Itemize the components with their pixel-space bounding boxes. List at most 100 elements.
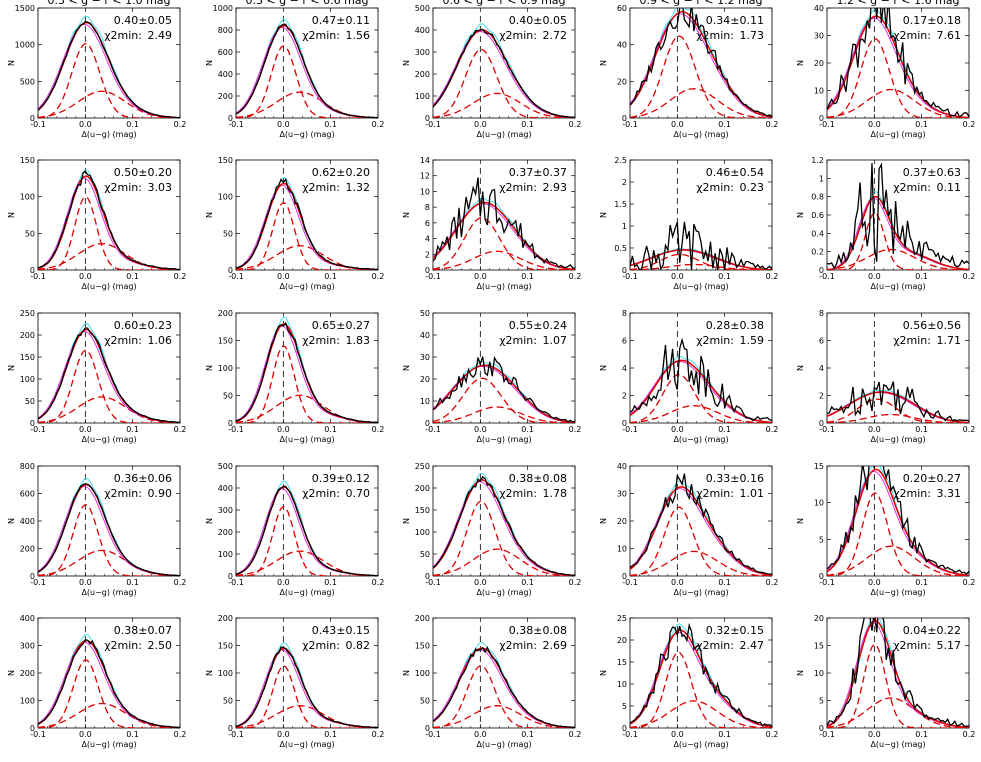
- x-tick-label: -0.1: [819, 578, 835, 587]
- component-curve-narrow: [630, 35, 772, 118]
- x-tick-label: 0.1: [915, 425, 928, 434]
- component-curve-broad: [827, 413, 969, 423]
- y-tick-label: 30: [617, 490, 627, 499]
- chi2-value: 1.78: [543, 487, 568, 500]
- chi2-value: 1.59: [740, 334, 765, 347]
- x-tick-label: 0.2: [963, 272, 976, 281]
- y-tick-label: 40: [617, 41, 627, 50]
- x-tick-label: 0.2: [174, 730, 187, 739]
- y-tick-label: 6: [425, 219, 430, 228]
- x-tick-label: 0.2: [963, 425, 976, 434]
- x-axis-title: Δ(u−g) (mag): [279, 435, 334, 444]
- y-tick-label: 300: [20, 642, 35, 651]
- component-curve-broad: [38, 549, 180, 576]
- component-curve-narrow: [236, 201, 378, 270]
- y-tick-label: 0: [425, 266, 430, 275]
- fit-value-annotation: 0.32±0.15: [706, 624, 764, 637]
- y-tick-label: 0: [622, 724, 627, 733]
- cyan-model-curve: [236, 642, 378, 728]
- chi2-value: 5.17: [937, 639, 962, 652]
- x-tick-label: 0.2: [372, 120, 385, 129]
- y-tick-label: 30: [814, 32, 824, 41]
- x-tick-label: 0.2: [174, 272, 187, 281]
- y-tick-label: 2: [425, 250, 430, 259]
- y-tick-label: 0: [819, 419, 824, 428]
- x-tick-label: -0.1: [30, 425, 46, 434]
- panel-r4-c0: -0.1 0.0 0.1 0.2 0 100 200 300 400 Δ(u−g) (mag) N 0…: [7, 614, 186, 749]
- observed-histogram: [827, 162, 969, 270]
- panel-curves: [433, 168, 575, 270]
- panel-r1-c2: -0.1 0.0 0.1 0.2 0 2 4 6 8 10 12 14 Δ(u−g) (mag) N 0.3…: [402, 156, 581, 291]
- x-axis-title: Δ(u−g) (mag): [870, 435, 925, 444]
- y-tick-label: 0: [425, 724, 430, 733]
- component-curve-narrow: [630, 373, 772, 423]
- x-tick-label: 0.1: [324, 272, 337, 281]
- y-tick-label: 0: [622, 114, 627, 123]
- y-tick-label: 0: [30, 114, 35, 123]
- y-tick-label: 15: [814, 462, 824, 471]
- x-axis-title: Δ(u−g) (mag): [279, 282, 334, 291]
- panel-frame: [432, 465, 576, 577]
- chi2-value: 1.56: [346, 29, 371, 42]
- component-curve-broad: [630, 263, 772, 270]
- chi2-label: χ2min:: [302, 334, 340, 347]
- x-axis-title: Δ(u−g) (mag): [81, 588, 136, 597]
- x-tick-label: 0.2: [372, 272, 385, 281]
- x-tick-label: 0.0: [277, 425, 290, 434]
- component-curve-broad: [38, 396, 180, 423]
- component-curve-narrow: [433, 500, 575, 576]
- x-axis-title: Δ(u−g) (mag): [279, 130, 334, 139]
- y-axis-title: N: [7, 365, 16, 371]
- y-tick-label: 0: [425, 419, 430, 428]
- column-header-2: 0.6 < g − r < 0.9 mag: [442, 0, 565, 7]
- y-tick-label: 500: [218, 462, 233, 471]
- chi2-label: χ2min:: [104, 29, 142, 42]
- component-curve-narrow: [433, 217, 575, 270]
- column-headers: 0.3 < g − r < 1.0 mag 0.3 < g − r < 0.6 m…: [47, 0, 959, 7]
- panel-r4-c4: -0.1 0.0 0.1 0.2 0 5 10 15 20 Δ(u−g) (mag) N 0.04±0…: [796, 614, 975, 749]
- chi2-label: χ2min:: [893, 487, 931, 500]
- y-tick-label: 50: [25, 229, 35, 238]
- y-tick-label: 0: [228, 419, 233, 428]
- x-tick-label: -0.1: [819, 272, 835, 281]
- y-tick-label: 150: [20, 353, 35, 362]
- chi2-value: 1.01: [740, 487, 765, 500]
- y-tick-label: 400: [415, 26, 430, 35]
- y-tick-label: 10: [617, 545, 627, 554]
- x-tick-label: 0.0: [474, 272, 487, 281]
- x-tick-label: -0.1: [228, 730, 244, 739]
- fit-value-annotation: 0.50±0.20: [114, 166, 172, 179]
- chi2-value: 2.50: [148, 639, 173, 652]
- total-model-curve: [38, 639, 180, 728]
- y-tick-label: 0: [30, 572, 35, 581]
- component-curve-broad: [433, 705, 575, 728]
- chi2-label: χ2min:: [104, 181, 142, 194]
- component-curve-narrow: [236, 505, 378, 576]
- observed-histogram: [236, 485, 378, 576]
- y-axis-title: N: [599, 212, 608, 218]
- y-tick-label: 0.6: [811, 211, 824, 220]
- y-tick-label: 50: [223, 392, 233, 401]
- y-tick-label: 150: [218, 337, 233, 346]
- panel-curves: [630, 473, 772, 576]
- panel-frame: [235, 7, 379, 119]
- y-axis-title: N: [205, 518, 214, 524]
- component-curve-narrow: [630, 651, 772, 728]
- x-axis-title: Δ(u−g) (mag): [673, 740, 728, 749]
- panel-r0-c4: -0.1 0.0 0.1 0.2 0 10 20 30 40 Δ(u−g) (mag) N 0.17±…: [796, 4, 975, 139]
- y-tick-label: 6: [819, 337, 824, 346]
- panel-curves: [433, 16, 575, 118]
- fit-value-annotation: 0.34±0.11: [706, 14, 764, 27]
- y-tick-label: 200: [218, 309, 233, 318]
- y-axis-title: N: [599, 60, 608, 66]
- fit-value-annotation: 0.37±0.37: [509, 166, 567, 179]
- x-tick-label: 0.2: [766, 272, 779, 281]
- y-tick-label: 1: [819, 174, 824, 183]
- component-curve-broad: [38, 243, 180, 270]
- panel-frame: [432, 159, 576, 271]
- y-tick-label: 100: [20, 697, 35, 706]
- y-axis-title: N: [205, 60, 214, 66]
- y-axis-title: N: [402, 212, 411, 218]
- total-model-curve: [827, 468, 969, 576]
- panel-frame: [235, 159, 379, 271]
